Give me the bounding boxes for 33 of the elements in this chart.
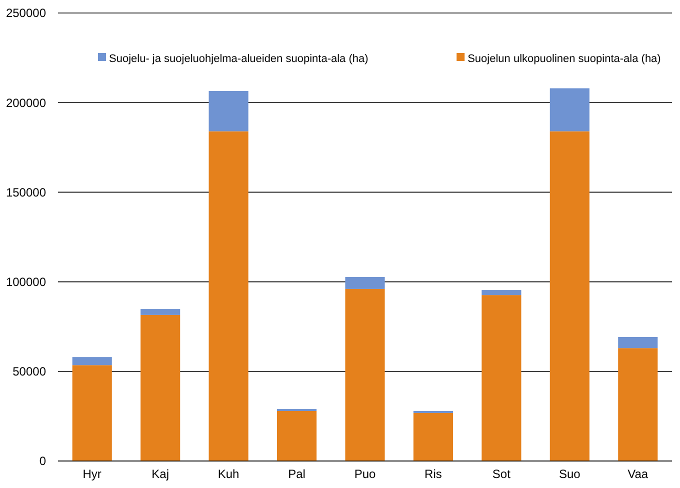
legend-label: Suojelu- ja suojeluohjelma-alueiden suopinta-ala (ha) — [109, 52, 368, 65]
x-tick-label: Pal — [288, 467, 306, 481]
x-tick-label: Puo — [354, 467, 376, 481]
x-tick-label: Sot — [492, 467, 512, 481]
bar — [482, 290, 522, 296]
bar — [276, 411, 317, 461]
bar — [618, 336, 658, 348]
y-tick-label: 150000 — [6, 185, 46, 200]
bar — [618, 348, 658, 461]
x-tick-label: Hyr — [82, 467, 102, 481]
x-tick-label: Ris — [424, 467, 442, 481]
bar — [482, 295, 522, 461]
y-tick-label: 0 — [39, 454, 46, 468]
y-tick-label: 50000 — [12, 364, 46, 379]
legend-label: Suojelun ulkopuolinen suopinta-ala (ha) — [468, 52, 661, 65]
bar — [72, 357, 112, 366]
y-tick-label: 250000 — [6, 6, 46, 20]
bar — [550, 88, 590, 132]
bar — [345, 276, 385, 289]
x-tick-label: Vaa — [628, 467, 648, 481]
bar — [72, 365, 112, 461]
x-tick-label: Suo — [558, 467, 581, 481]
bar — [413, 412, 454, 461]
y-tick-label: 100000 — [6, 275, 46, 289]
y-tick-label: 200000 — [6, 96, 46, 110]
bar — [345, 288, 385, 461]
bar — [208, 90, 248, 132]
x-tick-label: Kaj — [152, 467, 170, 481]
bar — [550, 131, 590, 461]
bar — [140, 309, 180, 315]
x-tick-label: Kuh — [218, 467, 240, 481]
bar — [208, 131, 248, 461]
bar — [140, 314, 180, 461]
